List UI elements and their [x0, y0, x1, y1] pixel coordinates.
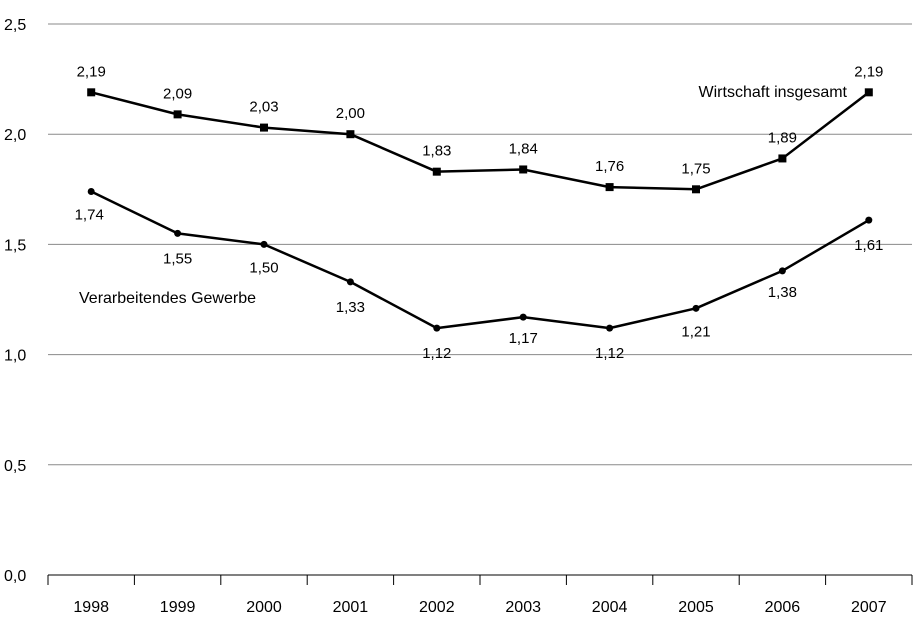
y-tick-label: 0,0 — [4, 568, 26, 585]
x-tick-label: 2003 — [505, 599, 541, 616]
series-name-label: Wirtschaft insgesamt — [699, 84, 848, 101]
data-point-square — [346, 130, 355, 139]
data-point-circle — [87, 188, 95, 196]
data-point-circle — [174, 229, 182, 237]
data-point-square — [778, 154, 787, 163]
x-tick-label: 2004 — [592, 599, 628, 616]
data-label: 1,61 — [854, 237, 883, 254]
x-tick-label: 2001 — [333, 599, 369, 616]
data-label: 1,17 — [509, 330, 538, 347]
data-label: 2,00 — [336, 105, 365, 122]
data-point-circle — [519, 313, 527, 321]
axes — [47, 574, 913, 585]
data-label: 1,75 — [681, 160, 710, 177]
series-line — [90, 91, 870, 191]
x-tick-label: 2002 — [419, 599, 455, 616]
x-tick-label: 2006 — [765, 599, 801, 616]
data-label: 1,50 — [249, 259, 278, 276]
data-label: 2,19 — [854, 63, 883, 80]
data-label: 2,19 — [77, 63, 106, 80]
data-point-circle — [778, 267, 786, 275]
data-label: 1,12 — [422, 345, 451, 362]
y-tick-label: 2,5 — [4, 17, 26, 34]
data-point-square — [173, 110, 182, 119]
y-tick-label: 1,0 — [4, 348, 26, 365]
data-point-square — [87, 88, 96, 97]
x-tick-label: 1999 — [160, 599, 196, 616]
x-tick-label: 2000 — [246, 599, 282, 616]
x-tick-label: 1998 — [73, 599, 109, 616]
data-point-square — [519, 165, 528, 174]
data-point-circle — [865, 216, 873, 224]
data-point-square — [864, 88, 873, 97]
data-label: 1,21 — [681, 323, 710, 340]
series-line — [90, 190, 870, 330]
y-tick-label: 1,5 — [4, 237, 26, 254]
data-point-circle — [606, 324, 614, 332]
data-point-circle — [346, 278, 354, 286]
x-axis-tick-labels: 1998 1999 2000 2001 2002 2003 2004 2005 2006 2007 — [73, 599, 886, 616]
data-label: 1,33 — [336, 299, 365, 316]
y-axis-tick-labels: 0,0 0,5 1,0 1,5 2,0 2,5 — [4, 17, 26, 585]
data-label: 2,09 — [163, 85, 192, 102]
data-point-square — [260, 123, 268, 132]
y-tick-label: 0,5 — [4, 458, 26, 475]
data-label: 1,74 — [75, 207, 104, 224]
series-name-label: Verarbeitendes Gewerbe — [79, 290, 256, 307]
data-point-square — [692, 185, 700, 194]
data-label: 1,38 — [768, 284, 797, 301]
x-tick-label: 2005 — [678, 599, 714, 616]
y-tick-label: 2,0 — [4, 127, 26, 144]
data-label: 1,12 — [595, 345, 624, 362]
data-label: 2,03 — [249, 99, 278, 116]
data-label: 1,84 — [509, 140, 538, 157]
x-tick-label: 2007 — [851, 599, 887, 616]
series-name-labels: Wirtschaft insgesamt Verarbeitendes Gewer… — [79, 84, 848, 307]
data-label: 1,89 — [768, 129, 797, 146]
data-label: 1,76 — [595, 158, 624, 175]
series-group — [87, 88, 873, 332]
data-point-circle — [692, 304, 700, 312]
grid-lines — [48, 23, 912, 466]
data-label: 1,55 — [163, 250, 192, 267]
data-label: 1,83 — [422, 143, 451, 160]
data-point-square — [432, 167, 441, 176]
data-point-circle — [260, 240, 268, 248]
data-point-circle — [433, 324, 441, 332]
data-point-square — [605, 183, 614, 192]
data-labels: 2,19 2,09 2,03 2,00 1,83 1,84 1,76 1,75 1,89 2,19… — [75, 63, 884, 362]
